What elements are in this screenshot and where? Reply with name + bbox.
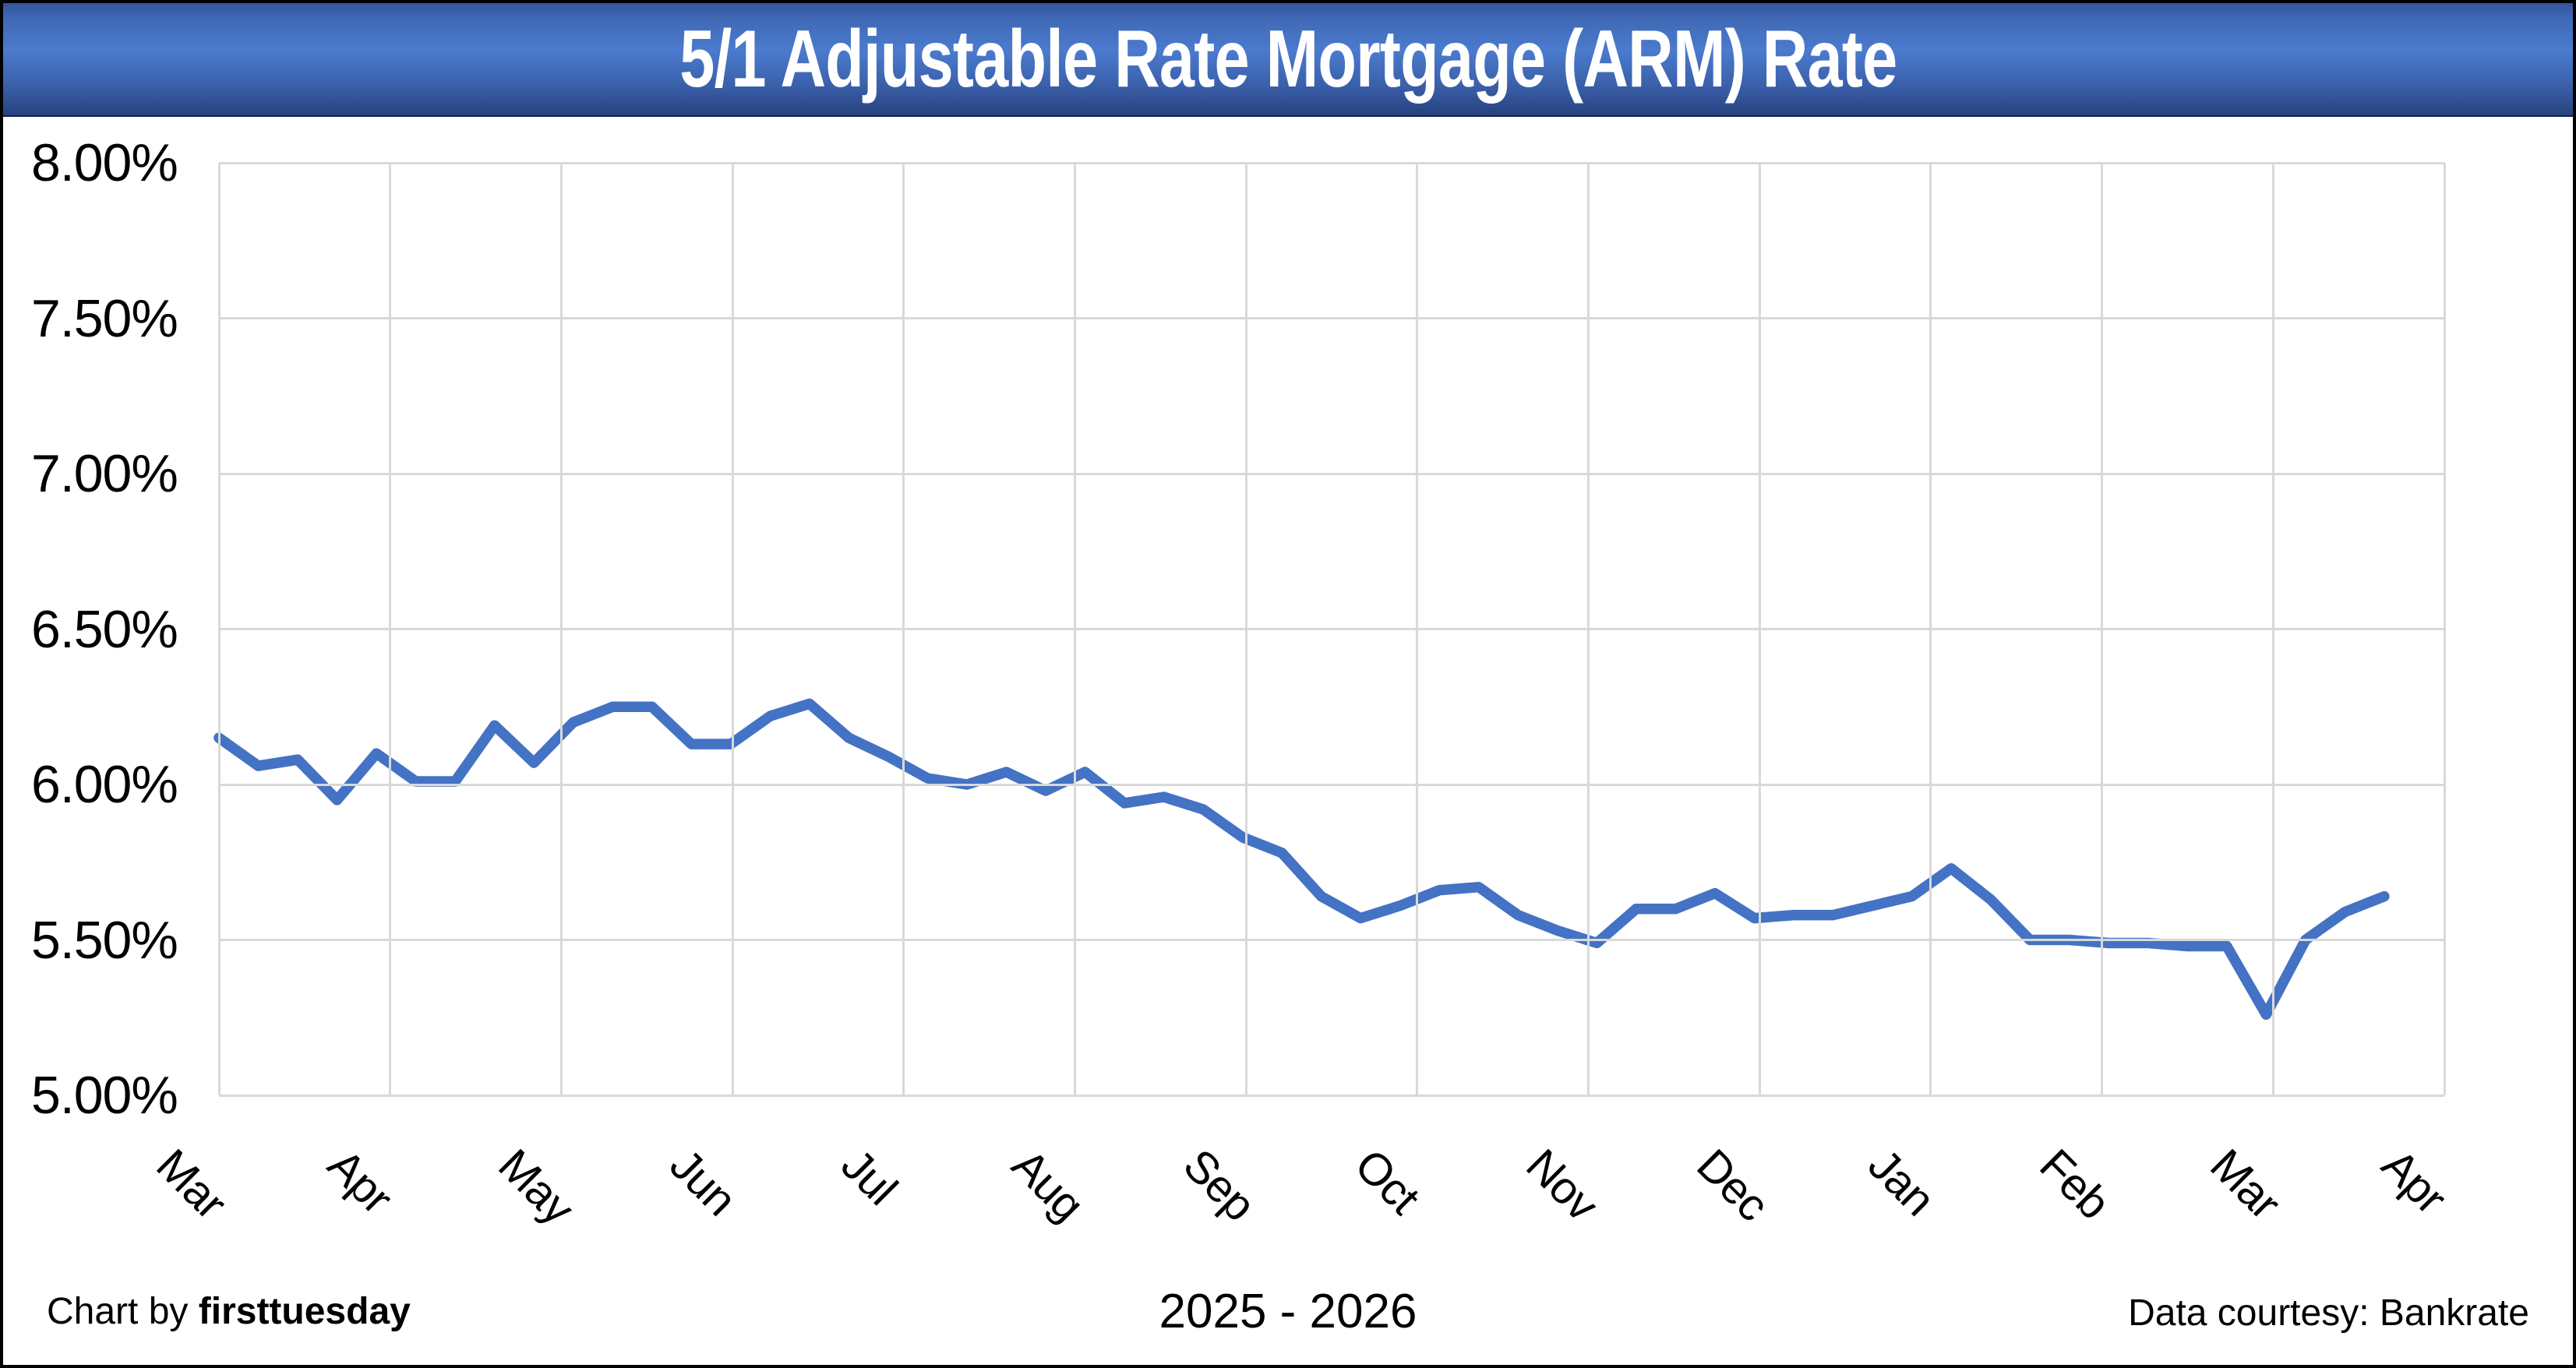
- y-gridline: [219, 1094, 2444, 1097]
- period-label: 2025 - 2026: [1159, 1285, 1417, 1338]
- plot-area: 8.00% 7.50% 7.00% 6.50% 6.00% 5.50% 5.00% Mar Ap…: [3, 3, 2573, 1365]
- y-gridline: [219, 783, 2444, 786]
- x-gridline: [1073, 163, 1076, 1095]
- y-axis-tick-label: 7.00%: [31, 444, 178, 503]
- credit-brand: firsttuesday: [198, 1291, 411, 1332]
- x-gridline: [2271, 163, 2274, 1095]
- credit-prefix: Chart by: [47, 1291, 199, 1332]
- y-gridline: [219, 472, 2444, 475]
- x-gridline: [2443, 163, 2446, 1095]
- y-gridline: [219, 939, 2444, 941]
- y-axis-tick-label: 5.00%: [31, 1066, 178, 1125]
- x-gridline: [1416, 163, 1419, 1095]
- y-axis-tick-label: 8.00%: [31, 133, 178, 192]
- y-gridline: [219, 317, 2444, 319]
- x-gridline: [731, 163, 734, 1095]
- rate-line: [213, 698, 2390, 1021]
- title-banner: 5/1 Adjustable Rate Mortgage (ARM) Rate: [3, 3, 2573, 117]
- x-gridline: [902, 163, 905, 1095]
- credit: Chart by firsttuesday: [47, 1290, 411, 1333]
- y-axis-tick-label: 7.50%: [31, 288, 178, 348]
- x-gridline: [389, 163, 392, 1095]
- y-axis-tick-label: 6.00%: [31, 755, 178, 814]
- rate-line-chart: [213, 698, 2390, 1021]
- x-gridline: [1244, 163, 1247, 1095]
- x-gridline: [1587, 163, 1590, 1095]
- x-gridline: [2101, 163, 2104, 1095]
- x-gridline: [217, 163, 221, 1095]
- source-label: Data courtesy: Bankrate: [2128, 1292, 2529, 1334]
- y-gridline: [219, 628, 2444, 630]
- y-axis-tick-label: 5.50%: [31, 910, 178, 970]
- chart-title: 5/1 Adjustable Rate Mortgage (ARM) Rate: [679, 13, 1897, 104]
- x-gridline: [1758, 163, 1761, 1095]
- y-axis-tick-label: 6.50%: [31, 599, 178, 659]
- y-gridline: [219, 161, 2444, 164]
- x-gridline: [1929, 163, 1932, 1095]
- x-gridline: [559, 163, 563, 1095]
